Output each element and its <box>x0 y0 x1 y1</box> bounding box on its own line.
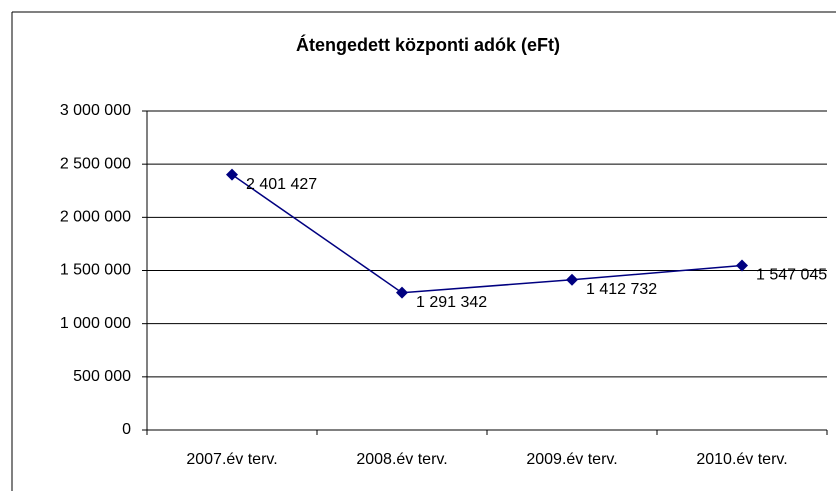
marker <box>396 286 408 299</box>
data-label: 2 401 427 <box>246 176 317 193</box>
line <box>231 174 743 294</box>
y-tick-label: 1 000 000 <box>60 315 131 332</box>
x-tick-label: 2008.év terv. <box>356 451 447 468</box>
data-label: 1 547 045 <box>756 267 827 284</box>
x-tick-label: 2010.év terv. <box>696 451 787 468</box>
y-tick-label: 1 500 000 <box>60 262 131 279</box>
y-tick-label: 500 000 <box>73 368 131 385</box>
marker <box>566 273 578 286</box>
x-tick-label: 2009.év terv. <box>526 451 617 468</box>
data-label: 1 291 342 <box>416 294 487 311</box>
marker <box>736 259 748 272</box>
x-tick-label: 2007.év terv. <box>186 451 277 468</box>
y-tick-label: 2 500 000 <box>60 155 131 172</box>
data-label: 1 412 732 <box>586 281 657 298</box>
y-tick-label: 2 000 000 <box>60 209 131 226</box>
y-tick-label: 0 <box>122 421 131 438</box>
chart-title: Átengedett központi adók (eFt) <box>296 34 560 55</box>
y-tick-label: 3 000 000 <box>60 102 131 119</box>
marker <box>226 168 238 181</box>
